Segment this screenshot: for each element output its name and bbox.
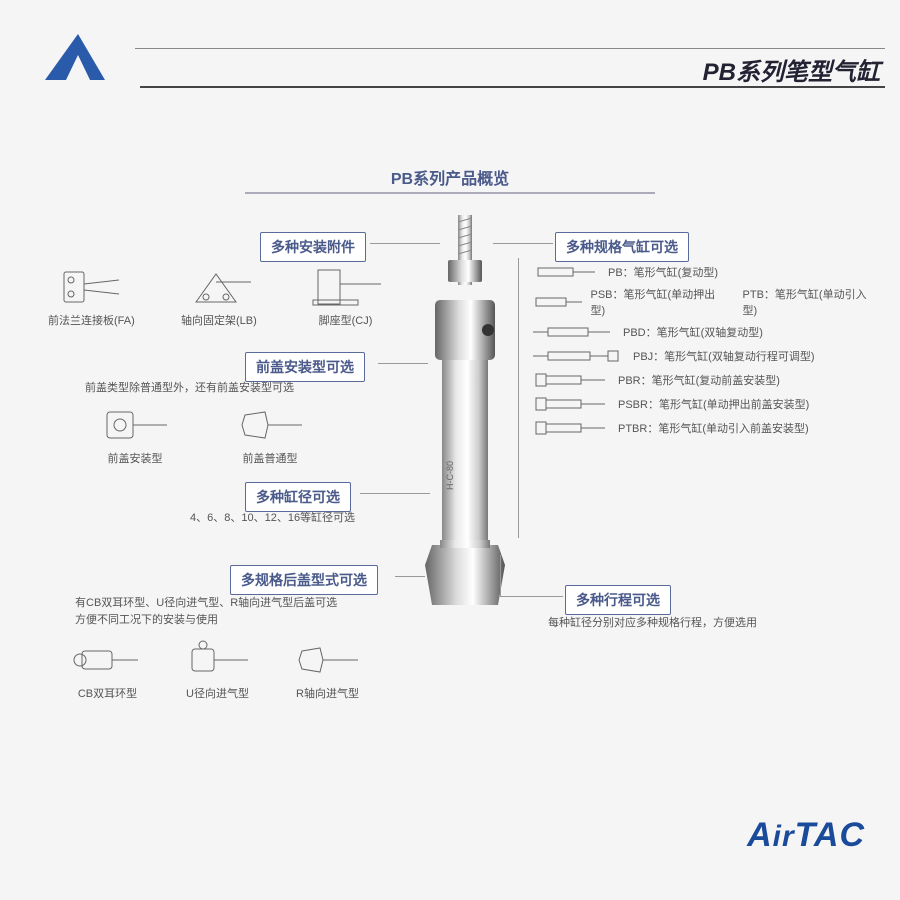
svg-text:H-C-80: H-C-80 bbox=[445, 461, 455, 490]
variant-pbd-icon bbox=[530, 322, 615, 342]
leader bbox=[500, 555, 501, 597]
frontcover-icons-row: 前盖安装型 前盖普通型 bbox=[95, 400, 310, 466]
variant-psbr: PSBR：笔形气缸(单动押出前盖安装型) bbox=[618, 396, 809, 412]
mount-fa-label: 前法兰连接板(FA) bbox=[48, 312, 135, 328]
variant-ptbr-icon bbox=[530, 418, 610, 438]
frontcover-mount-icon bbox=[95, 400, 175, 445]
leader bbox=[360, 493, 430, 494]
leader bbox=[395, 576, 425, 577]
rearcover-cb-icon bbox=[70, 635, 145, 680]
callout-mounting: 多种安装附件 bbox=[260, 232, 366, 262]
callout-frontcover: 前盖安装型可选 bbox=[245, 352, 365, 382]
variants-column: PB：笔形气缸(复动型) PSB：笔形气缸(单动押出型) PTB：笔形气缸(单动… bbox=[530, 262, 880, 442]
frontcover-normal-label: 前盖普通型 bbox=[230, 450, 310, 466]
header-rule-thin bbox=[135, 48, 885, 49]
brand-logo: AirTAC bbox=[747, 816, 865, 855]
mount-fa-icon bbox=[49, 262, 134, 307]
bore-note: 4、6、8、10、12、16等缸径可选 bbox=[190, 510, 355, 527]
page-header: PB系列笔型气缸 bbox=[40, 30, 885, 100]
rearcover-note: 有CB双耳环型、U径向进气型、R轴向进气型后盖可选 方便不同工况下的安装与使用 bbox=[75, 595, 337, 628]
leader bbox=[378, 363, 428, 364]
callout-bore: 多种缸径可选 bbox=[245, 482, 351, 512]
mounting-icons-row: 前法兰连接板(FA) 轴向固定架(LB) 脚座型(CJ) bbox=[48, 262, 388, 328]
variant-pb-icon bbox=[530, 262, 600, 282]
section-underline bbox=[245, 192, 655, 194]
variant-pbd: PBD：笔形气缸(双轴复动型) bbox=[623, 324, 763, 340]
rearcover-cb-label: CB双耳环型 bbox=[70, 685, 145, 701]
rearcover-u-icon bbox=[180, 635, 255, 680]
central-cylinder-image: H-C-80 bbox=[420, 210, 510, 630]
frontcover-note: 前盖类型除普通型外，还有前盖安装型可选 bbox=[85, 380, 385, 397]
mount-cj-label: 脚座型(CJ) bbox=[303, 312, 388, 328]
stroke-note: 每种缸径分别对应多种规格行程，方便选用 bbox=[548, 615, 757, 632]
variant-psbr-icon bbox=[530, 394, 610, 414]
variant-ptb: PTB：笔形气缸(单动引入型) bbox=[743, 286, 880, 318]
section-title: PB系列产品概览 bbox=[0, 165, 900, 189]
logo-icon bbox=[40, 30, 110, 85]
frontcover-mount-label: 前盖安装型 bbox=[95, 450, 175, 466]
rearcover-u-label: U径向进气型 bbox=[180, 685, 255, 701]
variant-pbr: PBR：笔形气缸(复动前盖安装型) bbox=[618, 372, 780, 388]
frontcover-normal-icon bbox=[230, 400, 310, 445]
variant-psb-icon bbox=[530, 292, 584, 312]
variant-pb: PB：笔形气缸(复动型) bbox=[608, 264, 718, 280]
leader bbox=[518, 258, 519, 538]
leader bbox=[500, 596, 563, 597]
mount-cj-icon bbox=[303, 262, 388, 307]
callout-specs: 多种规格气缸可选 bbox=[555, 232, 689, 262]
rearcover-icons-row: CB双耳环型 U径向进气型 R轴向进气型 bbox=[70, 635, 365, 701]
variant-pbr-icon bbox=[530, 370, 610, 390]
callout-rearcover: 多规格后盖型式可选 bbox=[230, 565, 378, 595]
leader bbox=[370, 243, 440, 244]
variant-pbj: PBJ：笔形气缸(双轴复动行程可调型) bbox=[633, 348, 815, 364]
variant-ptbr: PTBR：笔形气缸(单动引入前盖安装型) bbox=[618, 420, 809, 436]
rearcover-r-label: R轴向进气型 bbox=[290, 685, 365, 701]
variant-psb: PSB：笔形气缸(单动押出型) bbox=[590, 286, 728, 318]
mount-lb-icon bbox=[176, 262, 261, 307]
variant-pbj-icon bbox=[530, 346, 625, 366]
rearcover-r-icon bbox=[290, 635, 365, 680]
mount-lb-label: 轴向固定架(LB) bbox=[176, 312, 261, 328]
callout-stroke: 多种行程可选 bbox=[565, 585, 671, 615]
page-title: PB系列笔型气缸 bbox=[703, 52, 880, 87]
leader bbox=[493, 243, 553, 244]
